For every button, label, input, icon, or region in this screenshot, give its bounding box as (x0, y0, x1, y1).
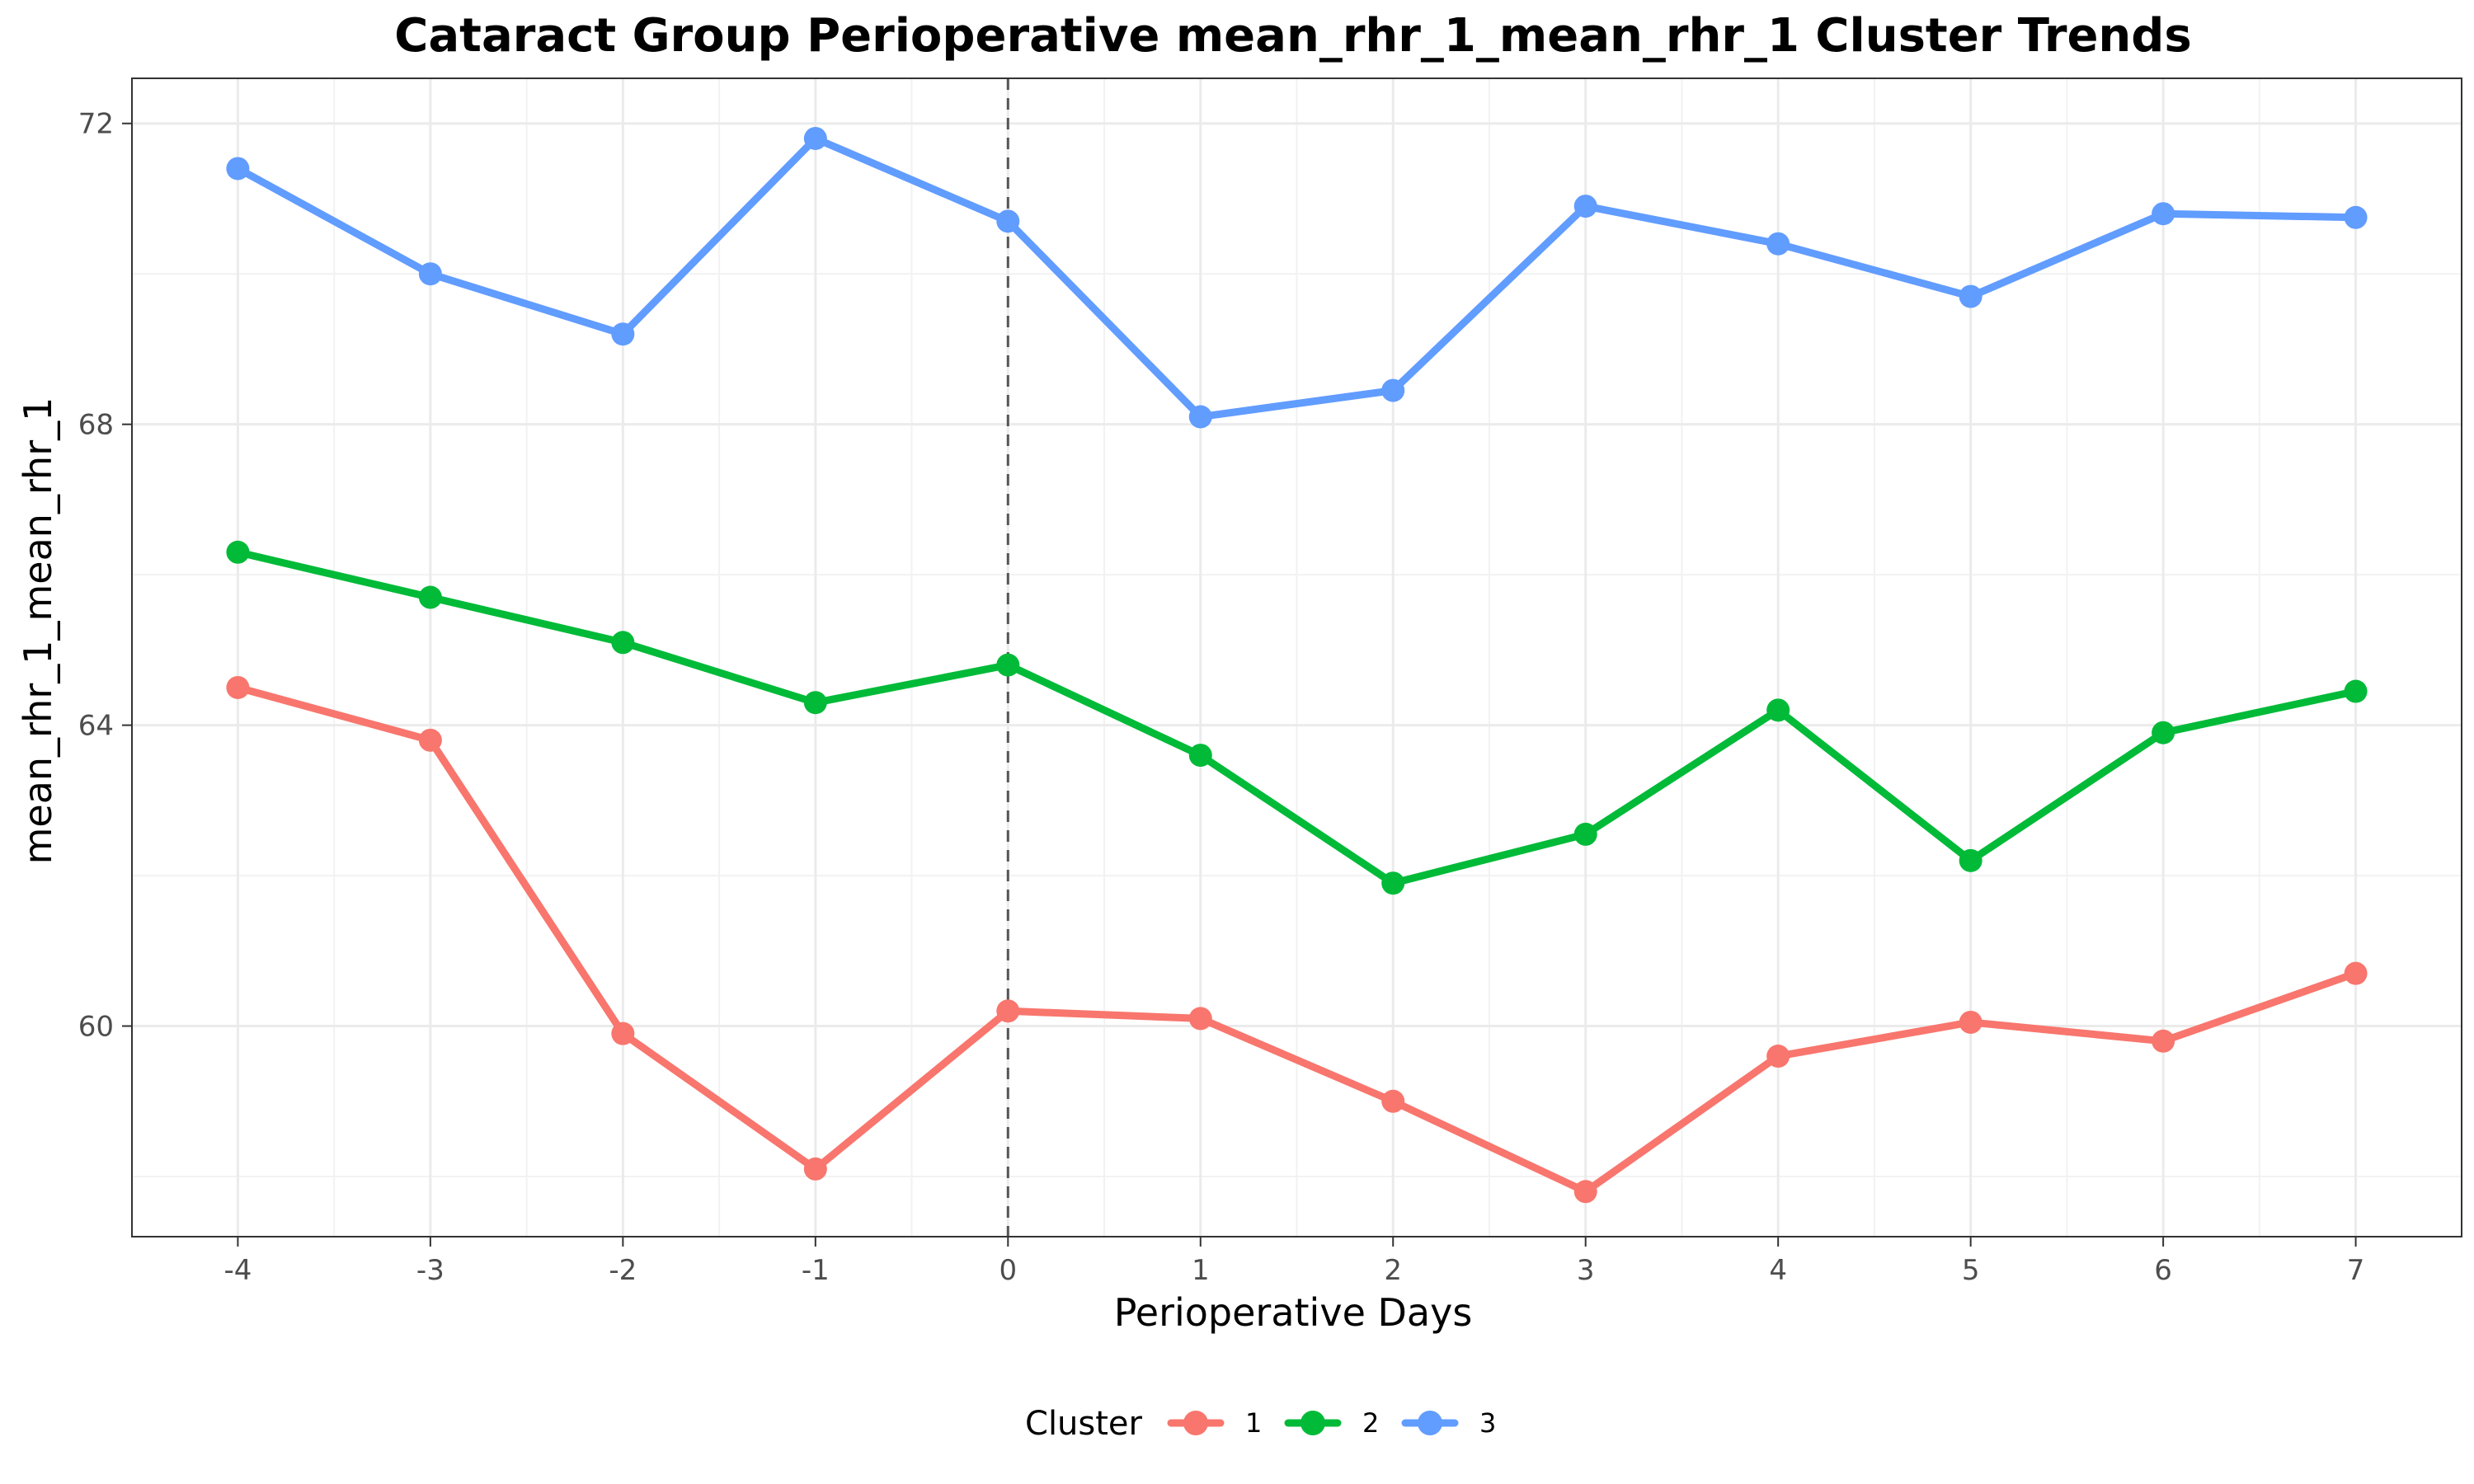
series-2-point (226, 540, 250, 564)
series-2-point (611, 631, 635, 655)
series-3-point (1573, 195, 1597, 218)
series-3-point (2152, 202, 2175, 226)
series-2-point (1573, 822, 1597, 846)
legend-label-1: 1 (1245, 1407, 1262, 1439)
plot-area (131, 77, 2462, 1237)
series-2-point (803, 691, 827, 715)
series-3-line (233, 134, 2360, 421)
legend-label-2: 2 (1362, 1407, 1379, 1439)
series-2-point (2152, 721, 2175, 744)
plot-border (131, 77, 2462, 1237)
x-tick-label: 4 (1769, 1254, 1787, 1287)
series-2-point (1766, 698, 1790, 722)
legend-key-3 (1401, 1411, 1459, 1435)
legend: Cluster 1 2 3 (1025, 1405, 1496, 1443)
series-1-point (2152, 1029, 2175, 1053)
series-3-point (1381, 378, 1405, 402)
legend-title: Cluster (1025, 1405, 1143, 1443)
x-tick-label: 1 (1192, 1254, 1210, 1287)
series-1-point (418, 728, 442, 752)
series-3-point (418, 262, 442, 286)
x-tick-label: 5 (1962, 1254, 1980, 1287)
series-2-point (2344, 679, 2368, 703)
legend-label-3: 3 (1479, 1407, 1496, 1439)
series-1-point (2344, 961, 2368, 985)
series-2-point (996, 653, 1020, 677)
series-3-point (226, 157, 250, 181)
series-1-line (233, 683, 2360, 1195)
x-axis: -4 -3 -2 -1 0 1 2 3 4 5 6 7 (223, 1237, 2364, 1287)
series-1-point (226, 675, 250, 699)
series-2-point (1381, 871, 1405, 895)
y-tick-label: 72 (78, 108, 114, 141)
legend-marker-1 (1183, 1411, 1208, 1435)
y-axis-title: mean_rhr_1_mean_rhr_1 (16, 397, 60, 865)
x-tick-label: -3 (416, 1254, 444, 1287)
legend-key-2 (1284, 1411, 1342, 1435)
legend-marker-3 (1418, 1411, 1442, 1435)
series-1-point (611, 1021, 635, 1045)
legend-marker-2 (1300, 1411, 1325, 1435)
series-1-point (1573, 1180, 1597, 1204)
series-2-line (233, 548, 2360, 887)
series-2-point (418, 585, 442, 609)
y-axis: 60 64 68 72 (78, 108, 132, 1044)
x-tick-label: -4 (223, 1254, 252, 1287)
series-3-point (611, 322, 635, 346)
series-3-point (803, 126, 827, 150)
series-1-point (1766, 1045, 1790, 1068)
series-3-point (1959, 284, 1982, 308)
y-tick-label: 68 (78, 409, 114, 442)
series-3-point (1188, 405, 1212, 429)
series-1-point (996, 999, 1020, 1023)
x-tick-label: 0 (999, 1254, 1017, 1287)
series-3 (226, 126, 2368, 429)
y-tick-label: 64 (78, 710, 114, 743)
y-tick-label: 60 (78, 1011, 114, 1044)
series-2 (226, 540, 2368, 895)
legend-key-1 (1167, 1411, 1225, 1435)
x-tick-label: -2 (609, 1254, 637, 1287)
x-tick-label: 6 (2154, 1254, 2172, 1287)
series-1-point (1959, 1010, 1982, 1034)
series-layer (226, 126, 2368, 1204)
series-1-point (803, 1157, 827, 1181)
x-tick-label: 2 (1384, 1254, 1402, 1287)
series-1-point (1188, 1007, 1212, 1031)
series-2-point (1959, 848, 1982, 872)
x-axis-title: Perioperative Days (1114, 1290, 1473, 1335)
series-1 (226, 675, 2368, 1204)
series-3-point (1766, 232, 1790, 256)
chart-title: Cataract Group Perioperative mean_rhr_1_… (394, 9, 2191, 63)
x-tick-label: 7 (2347, 1254, 2365, 1287)
series-1-point (1381, 1089, 1405, 1113)
series-3-point (996, 209, 1020, 233)
x-tick-label: 3 (1577, 1254, 1595, 1287)
series-3-point (2344, 205, 2368, 229)
x-tick-label: -1 (802, 1254, 830, 1287)
series-2-point (1188, 744, 1212, 768)
